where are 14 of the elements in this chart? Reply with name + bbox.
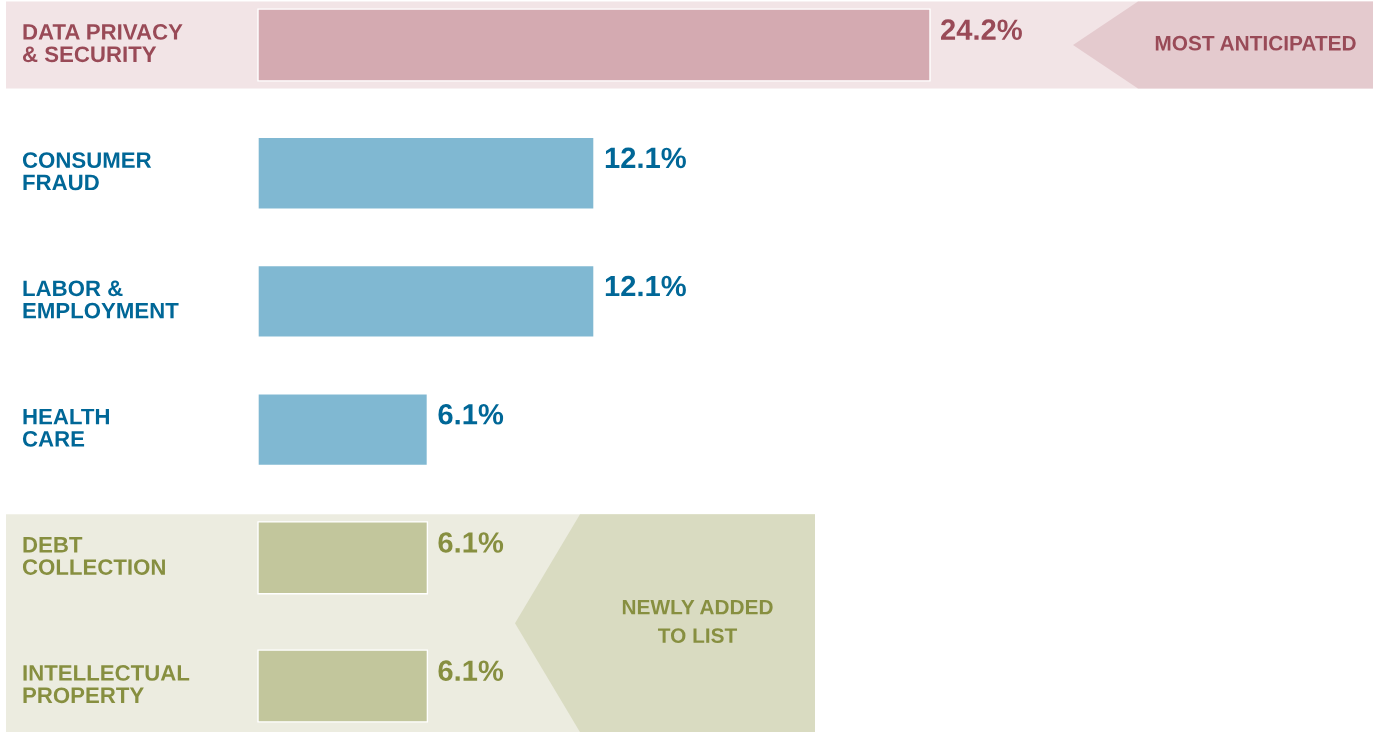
data-label: 6.1% xyxy=(438,403,504,425)
band-label: NEWLY ADDED TO LIST xyxy=(622,600,773,644)
data-label: 12.1% xyxy=(605,147,686,169)
data-label: 12.1% xyxy=(605,275,686,297)
data-label: 6.1% xyxy=(438,660,504,682)
y-tick-label: HEALTH CARE xyxy=(22,408,109,447)
band-label: MOST ANTICIPATED xyxy=(1155,35,1356,51)
y-tick-label: DATA PRIVACY & SECURITY xyxy=(22,24,183,63)
data-label: 24.2% xyxy=(941,19,1022,40)
y-tick-label: CONSUMER FRAUD xyxy=(22,152,152,191)
y-tick-label: INTELLECTUAL PROPERTY xyxy=(23,665,190,704)
data-label: 6.1% xyxy=(438,532,504,553)
y-tick-label: LABOR & EMPLOYMENT xyxy=(23,280,179,319)
y-tick-label: DEBT COLLECTION xyxy=(22,537,165,575)
